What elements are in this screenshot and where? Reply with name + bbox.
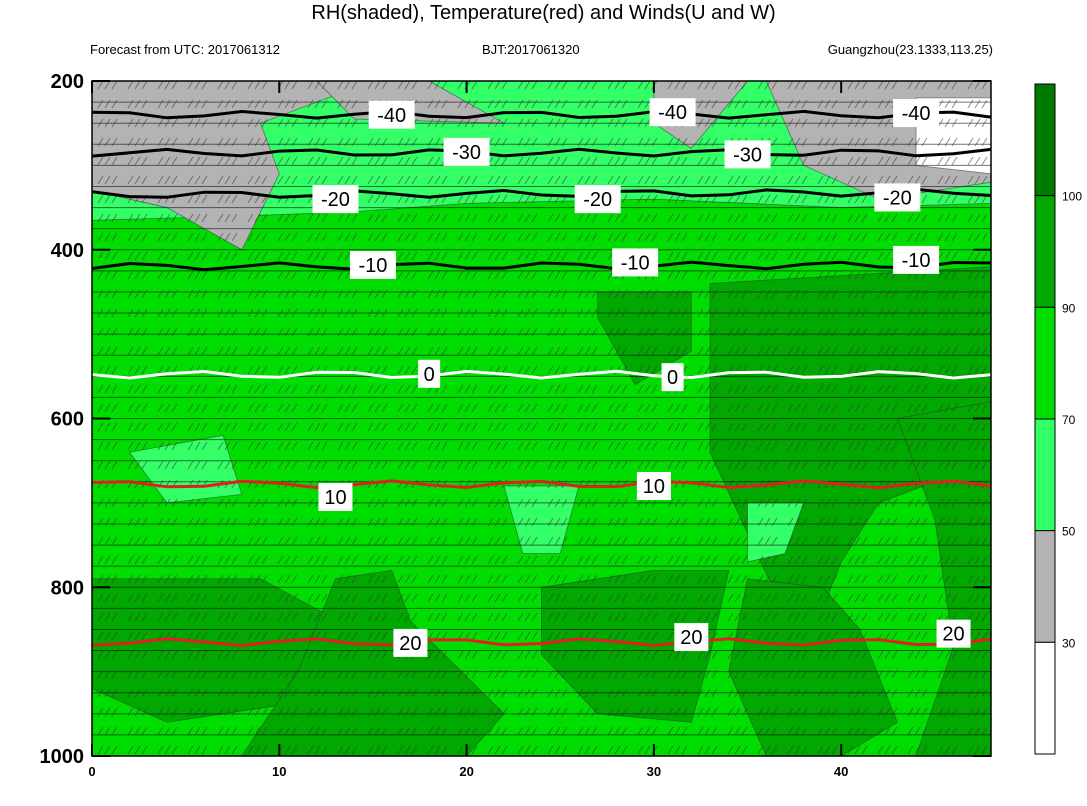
location-label: Guangzhou(23.1333,113.25) xyxy=(827,42,993,57)
colorbar-segment-6 xyxy=(1034,641,1056,755)
x-tick-label-20: 20 xyxy=(459,764,473,779)
y-tick-label-600: 600 xyxy=(51,409,84,431)
contour-label-box-7 xyxy=(574,185,621,214)
x-tick-label-30: 30 xyxy=(647,764,661,779)
y-tick-label-400: 400 xyxy=(51,240,84,262)
x-tick-label-10: 10 xyxy=(272,764,286,779)
contour-label-11: -10 xyxy=(902,250,931,272)
contour-label-box-12 xyxy=(418,359,441,388)
contour-label-4: -30 xyxy=(452,142,481,164)
contour-label-box-5 xyxy=(724,140,771,169)
contour-label-box-9 xyxy=(349,250,396,279)
contour-label-3: -40 xyxy=(902,103,931,125)
x-tick-label-0: 0 xyxy=(88,764,95,779)
bjt-label: BJT:2017061320 xyxy=(482,42,580,57)
contour-label-box-1 xyxy=(368,100,415,129)
contour-line-10 xyxy=(92,479,991,490)
colorbar: 30 50 70 90 100 xyxy=(1034,83,1082,755)
contour-label-14: 10 xyxy=(324,487,346,509)
contour-label-box-2 xyxy=(649,98,696,127)
y-tick-label-200: 200 xyxy=(51,71,84,93)
y-tick-label-800: 800 xyxy=(51,577,84,599)
contour-line--10 xyxy=(92,260,991,272)
contour-label-5: -30 xyxy=(733,144,762,166)
contour-label-17: 20 xyxy=(680,627,702,649)
contour-label-box-10 xyxy=(612,248,659,277)
contour-label-18: 20 xyxy=(942,624,964,646)
contour-label-1: -40 xyxy=(377,105,406,127)
contour-label-2: -40 xyxy=(658,102,687,124)
colorbar-label-70: 70 xyxy=(1062,413,1076,427)
colorbar-segment-2 xyxy=(1034,195,1056,308)
chart-title: RH(shaded), Temperature(red) and Winds(U… xyxy=(311,2,776,24)
plot-area: -40 -40 -40 -30 -30 -20 -20 -20 -10 -10 -10 0 0 10 10 2… xyxy=(92,81,991,756)
contour-labels: -40 -40 -40 -30 -30 -20 -20 -20 -10 -10 -10 0 0 10 10 2… xyxy=(312,98,971,657)
contour-label-box-8 xyxy=(874,183,921,212)
contour-label-6: -20 xyxy=(321,189,350,211)
colorbar-label-30: 30 xyxy=(1062,636,1076,650)
contour-label-box-14 xyxy=(318,482,353,511)
contour-label-box-16 xyxy=(393,628,428,657)
colorbar-segment-1 xyxy=(1034,83,1056,197)
contour-label-box-17 xyxy=(674,623,709,652)
contour-label-box-6 xyxy=(312,185,359,214)
colorbar-label-90: 90 xyxy=(1062,301,1076,315)
contour-label-12: 0 xyxy=(424,364,435,386)
contour-label-10: -10 xyxy=(621,252,650,274)
contour-label-box-15 xyxy=(636,472,671,500)
contour-label-box-18 xyxy=(936,619,971,648)
contour-line--30 xyxy=(92,147,991,158)
contour-label-8: -20 xyxy=(883,187,912,209)
contour-label-15: 10 xyxy=(643,476,665,498)
forecast-label: Forecast from UTC: 2017061312 xyxy=(90,42,281,57)
contour-label-box-3 xyxy=(893,99,940,128)
contour-label-box-4 xyxy=(443,137,490,166)
contour-label-box-11 xyxy=(893,245,940,274)
contour-line-0 xyxy=(92,369,991,380)
contour-label-13: 0 xyxy=(667,367,678,389)
x-tick-label-40: 40 xyxy=(834,764,848,779)
contour-label-box-13 xyxy=(661,363,684,392)
temperature-contours xyxy=(92,109,991,648)
contour-line--40 xyxy=(92,109,991,120)
colorbar-segment-5 xyxy=(1034,530,1056,643)
wind-barbs xyxy=(92,81,991,756)
colorbar-segment-3 xyxy=(1034,306,1056,420)
colorbar-label-50: 50 xyxy=(1062,525,1076,539)
contour-line--20 xyxy=(92,187,991,199)
contour-label-9: -10 xyxy=(358,255,387,277)
contour-label-7: -20 xyxy=(583,189,612,211)
colorbar-segment-4 xyxy=(1034,418,1056,532)
contour-label-16: 20 xyxy=(399,633,421,655)
contour-line-20 xyxy=(92,637,991,648)
colorbar-label-100: 100 xyxy=(1062,190,1082,204)
y-tick-label-1000: 1000 xyxy=(40,746,85,768)
